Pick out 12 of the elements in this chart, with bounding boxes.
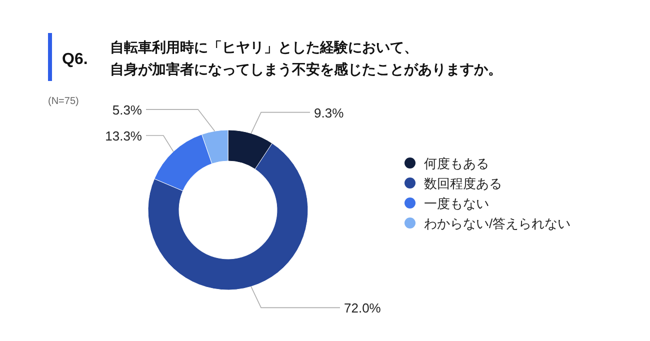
legend-label: 一度もない bbox=[424, 196, 489, 211]
legend-label: 何度もある bbox=[424, 156, 489, 171]
text: 自身が加害者になってしまう不安を感じたことがありますか。 bbox=[110, 61, 502, 77]
text: 自転車利用時に「ヒヤリ」とした経験において、 bbox=[110, 39, 418, 55]
text: (N=75) bbox=[48, 96, 79, 107]
data-label: 13.3% bbox=[105, 128, 142, 144]
legend-label: 数回程度ある bbox=[424, 176, 502, 191]
legend-label: わからない/答えられない bbox=[424, 216, 571, 231]
data-label: 72.0% bbox=[344, 300, 382, 316]
data-label: 5.3% bbox=[112, 102, 142, 118]
data-label: 9.3% bbox=[314, 105, 344, 120]
chart-title: Q6. bbox=[62, 51, 88, 68]
